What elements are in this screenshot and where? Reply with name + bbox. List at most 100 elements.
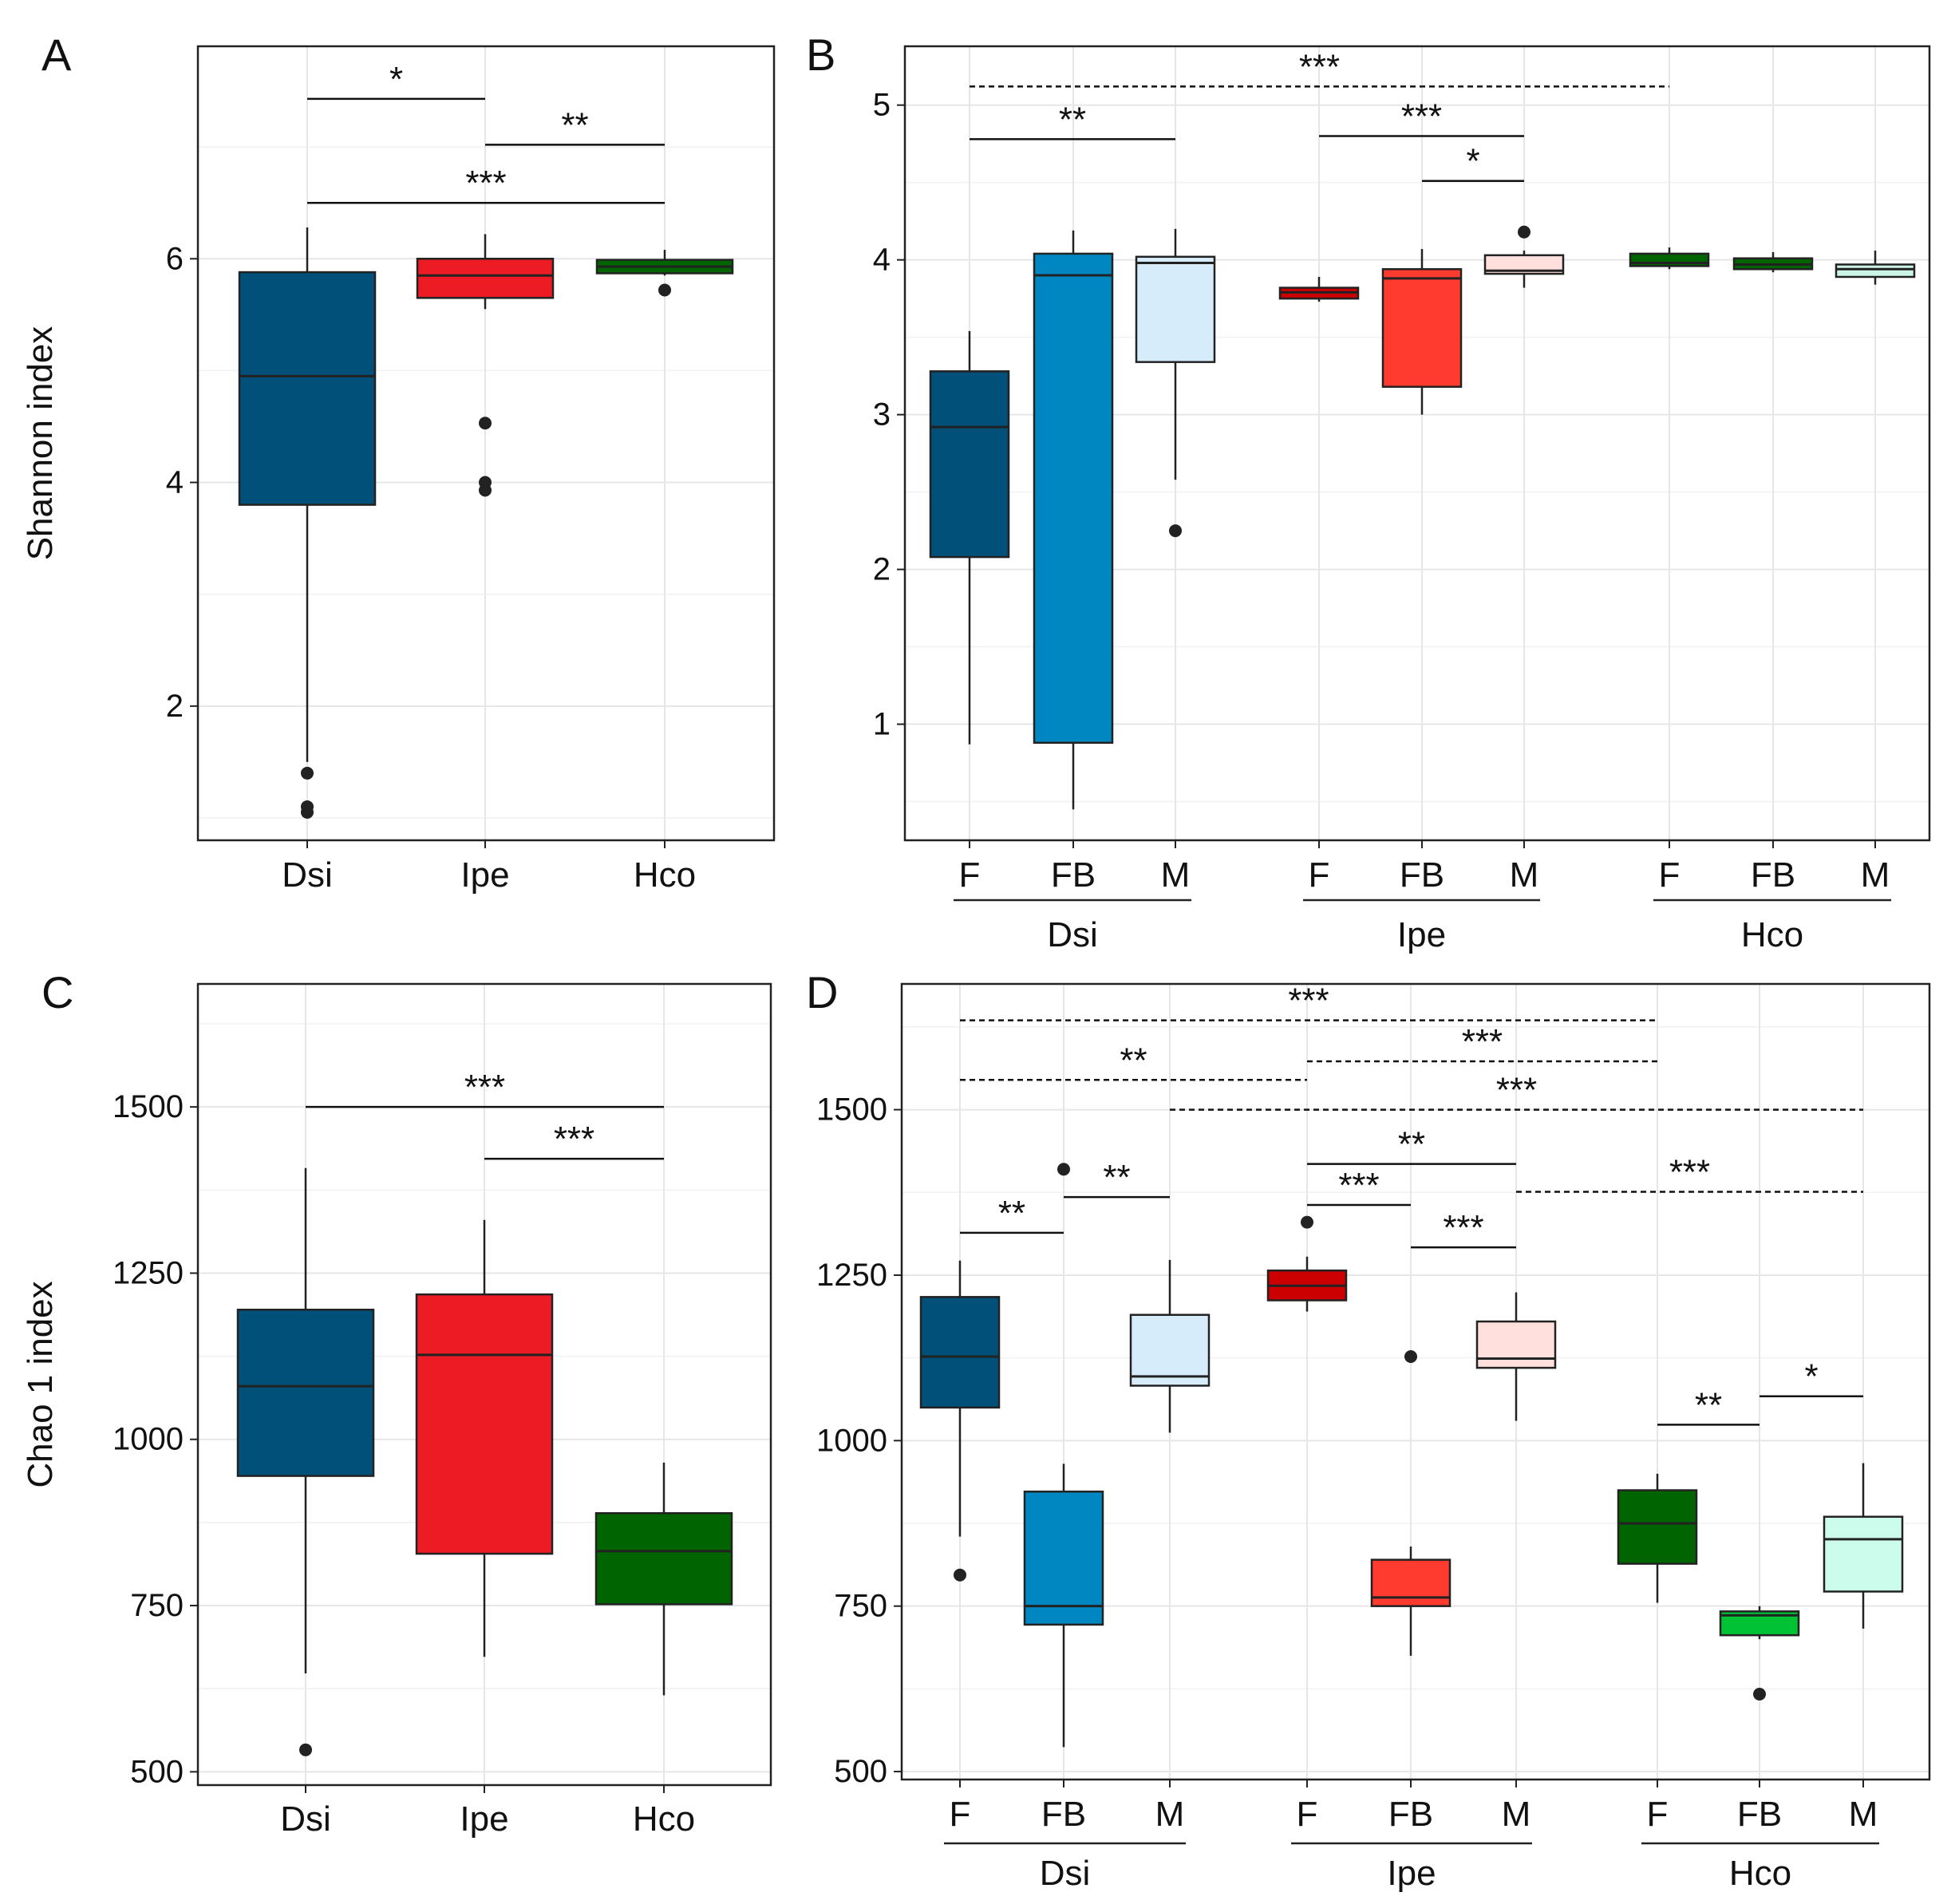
x-tick-label: M (1849, 1795, 1878, 1834)
y-tick-label: 1500 (113, 1089, 184, 1124)
y-tick-label: 2 (166, 689, 184, 724)
box-dsi (236, 1309, 375, 1477)
x-tick-label: Ipe (460, 1799, 508, 1839)
y-tick-label: 1000 (816, 1423, 887, 1458)
x-tick-label: Hco (633, 1799, 695, 1839)
box-hco (594, 1511, 733, 1606)
panel-label: D (806, 967, 838, 1017)
plot-frame (900, 982, 1931, 1781)
box-fb (1023, 1490, 1104, 1626)
x-tick-label: FB (1388, 1795, 1433, 1834)
outlier-point (1301, 1215, 1313, 1229)
y-tick-label: 6 (166, 241, 184, 276)
x-tick-label: M (1502, 1795, 1531, 1834)
y-tick-label: 4 (873, 243, 891, 278)
significance-stars: ** (1059, 100, 1086, 139)
x-tick-label: Dsi (280, 1799, 331, 1839)
box-f (919, 1296, 1001, 1409)
panel-c: 500 750 1000 1250 1500 Dsi Ipe Hco *** *** Chao 1 … (21, 967, 772, 1839)
y-tick-label: 1000 (113, 1422, 184, 1457)
y-tick-label: 5 (873, 88, 891, 123)
x-tick-label: FB (1737, 1795, 1782, 1834)
outlier-point (479, 417, 492, 430)
box-fb (1370, 1558, 1451, 1607)
significance-stars: ** (998, 1194, 1025, 1233)
y-tick-label: 2 (873, 552, 891, 587)
x-tick-label: FB (1041, 1795, 1086, 1834)
panel-label: B (806, 30, 835, 80)
significance-stars: *** (1443, 1208, 1483, 1247)
x-tick-label: Dsi (282, 855, 333, 895)
outlier-point (1753, 1688, 1766, 1701)
significance-stars: * (1804, 1357, 1818, 1396)
plot-frame (196, 982, 772, 1787)
box-ipe (416, 258, 555, 299)
x-tick-label: Ipe (460, 855, 509, 895)
x-tick-label: M (1155, 1795, 1185, 1834)
species-group-label: Hco (1741, 915, 1803, 954)
significance-stars: *** (1288, 982, 1329, 1021)
x-tick-label: F (1659, 855, 1681, 895)
significance-stars: *** (465, 164, 506, 203)
outlier-point (1169, 524, 1182, 538)
x-tick-label: F (1309, 855, 1330, 895)
outlier-point (658, 283, 671, 297)
outlier-point (1404, 1349, 1417, 1363)
significance-stars: *** (1496, 1071, 1537, 1110)
box-fb (1381, 268, 1463, 388)
x-tick-label: M (1161, 855, 1191, 895)
outlier-point (301, 805, 314, 819)
significance-stars: * (389, 60, 403, 99)
box-m (1483, 254, 1565, 275)
significance-stars: *** (1338, 1166, 1379, 1205)
plot-frame (196, 45, 776, 842)
significance-stars: ** (1120, 1041, 1147, 1080)
panel-d: 500 750 1000 1250 1500 F FB M F FB M F FB M Dsi Ipe Hco *… (806, 967, 1931, 1893)
x-tick-label: FB (1400, 855, 1444, 895)
box-f (1617, 1489, 1698, 1565)
x-tick-label: F (1647, 1795, 1669, 1834)
x-tick-label: FB (1051, 855, 1096, 895)
box-m (1823, 1515, 1904, 1593)
x-tick-label: M (1510, 855, 1539, 895)
significance-stars: ** (561, 105, 588, 144)
box-m (1475, 1320, 1557, 1369)
significance-stars: *** (554, 1120, 594, 1159)
box-f (929, 370, 1010, 559)
x-tick-label: F (950, 1795, 971, 1834)
panel-label: C (41, 967, 73, 1017)
outlier-point (1518, 225, 1530, 239)
species-group-label: Ipe (1387, 1854, 1436, 1893)
y-tick-label: 500 (130, 1754, 184, 1789)
y-tick-label: 500 (834, 1754, 887, 1789)
x-tick-label: Hco (634, 855, 696, 895)
y-tick-label: 1500 (816, 1092, 887, 1128)
box-m (1135, 255, 1216, 363)
significance-stars: *** (1299, 47, 1340, 86)
significance-stars: *** (1669, 1152, 1710, 1191)
y-tick-label: 1250 (113, 1255, 184, 1290)
species-group-label: Dsi (1047, 915, 1098, 954)
x-tick-label: F (1297, 1795, 1318, 1834)
y-tick-label: 750 (130, 1588, 184, 1623)
box-dsi (238, 271, 377, 506)
outlier-point (299, 1743, 312, 1756)
outlier-point (301, 766, 314, 780)
species-group-label: Hco (1729, 1854, 1791, 1893)
y-tick-label: 4 (166, 465, 184, 500)
significance-stars: ** (1398, 1125, 1425, 1164)
outlier-point (479, 484, 492, 497)
box-ipe (415, 1293, 554, 1555)
outlier-point (1057, 1163, 1070, 1176)
significance-stars: ** (1103, 1158, 1130, 1197)
significance-stars: ** (1695, 1385, 1722, 1424)
box-m (1129, 1313, 1211, 1387)
y-tick-label: 1250 (816, 1258, 887, 1293)
x-tick-label: F (959, 855, 981, 895)
significance-stars: * (1466, 142, 1479, 181)
x-tick-label: M (1861, 855, 1890, 895)
box-f (1629, 252, 1710, 267)
y-axis-label: Shannon index (21, 326, 60, 561)
